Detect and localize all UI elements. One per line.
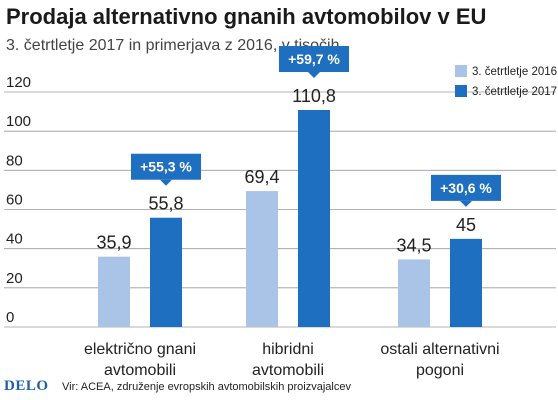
data-label: 45 xyxy=(456,215,476,235)
y-tick-label: 0 xyxy=(6,309,14,326)
bar xyxy=(398,259,430,327)
y-tick-label: 80 xyxy=(6,152,23,169)
y-tick-label: 120 xyxy=(6,74,31,91)
category-label: avtomobili xyxy=(104,362,176,379)
data-label: 110,8 xyxy=(292,86,336,106)
bar xyxy=(98,256,130,327)
data-label: 55,8 xyxy=(148,194,183,214)
change-badge xyxy=(279,46,349,73)
change-badge-pointer xyxy=(308,72,320,79)
change-badge xyxy=(431,174,501,201)
source-note: Vir: ACEA, združenje evropskih avtomobil… xyxy=(62,381,351,393)
change-badge-pointer xyxy=(160,179,172,186)
data-label: 35,9 xyxy=(96,233,131,253)
y-tick-label: 60 xyxy=(6,192,23,209)
y-tick-label: 100 xyxy=(6,113,31,130)
category-label: ostali alternativni xyxy=(380,341,499,358)
category-label: pogoni xyxy=(416,362,464,379)
bar xyxy=(150,217,182,327)
category-label: električno gnani xyxy=(84,341,196,358)
delo-logo: DELO xyxy=(4,378,49,394)
change-badge-pointer xyxy=(460,200,472,207)
y-tick-label: 40 xyxy=(6,231,23,248)
bar xyxy=(450,238,482,327)
data-label: 69,4 xyxy=(244,167,279,187)
data-label: 34,5 xyxy=(396,235,431,255)
chart-subtitle: 3. četrtletje 2017 in primerjava z 2016,… xyxy=(6,37,340,54)
chart-title: Prodaja alternativno gnanih avtomobilov … xyxy=(6,4,487,29)
y-tick-label: 20 xyxy=(6,270,23,287)
legend-label: 3. četrtletje 2017 xyxy=(472,86,557,98)
legend-swatch xyxy=(455,85,467,97)
change-label: +55,3 % xyxy=(140,159,192,175)
change-label: +30,6 % xyxy=(440,180,492,196)
category-label: hibridni xyxy=(262,341,314,358)
legend-swatch xyxy=(455,65,467,77)
legend-label: 3. četrtletje 2016 xyxy=(472,66,557,78)
change-badge xyxy=(131,153,201,180)
change-label: +59,7 % xyxy=(288,51,340,67)
bar xyxy=(246,191,278,327)
bar xyxy=(298,110,330,328)
category-label: avtomobili xyxy=(252,362,324,379)
